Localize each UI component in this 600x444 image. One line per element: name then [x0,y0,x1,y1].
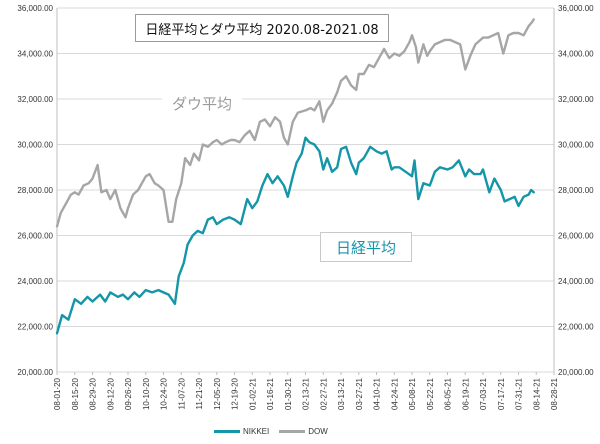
y-tick-label-left: 26,000.00 [17,232,53,241]
x-tick-label: 04-10-21 [373,377,382,410]
chart-title: 日経平均とダウ平均 2020.08-2021.08 [135,14,389,42]
x-tick-label: 01-16-21 [266,377,275,410]
y-axis-left: 20,000.00 22,000.00 24,000.00 26,000.00 28,0… [17,4,53,377]
x-tick-label: 08-29-20 [89,377,98,410]
x-tick-label: 01-02-21 [248,377,257,410]
annotation-nikkei: 日経平均 [320,232,412,262]
legend-label-nikkei: NIKKEI [243,427,270,436]
x-tick-label: 08-15-20 [71,377,80,410]
x-axis: 08-01-20 08-15-20 08-29-20 09-12-20 09-26-20… [53,372,559,410]
y-tick-label-left: 30,000.00 [17,141,53,150]
y-tick-label-left: 32,000.00 [17,95,53,104]
legend-item-nikkei: NIKKEI [214,427,269,436]
x-tick-label: 01-30-21 [284,377,293,410]
x-tick-label: 04-24-21 [390,377,399,410]
x-tick-label: 05-08-21 [408,377,417,410]
y-tick-label-right: 26,000.00 [558,232,594,241]
y-tick-label-right: 24,000.00 [558,277,594,286]
x-tick-label: 07-31-21 [515,377,524,410]
x-tick-label: 09-12-20 [106,377,115,410]
x-tick-label: 03-27-21 [355,377,364,410]
x-tick-label: 02-27-21 [319,377,328,410]
y-tick-label-left: 28,000.00 [17,186,53,195]
y-tick-label-right: 22,000.00 [558,323,594,332]
legend-swatch-nikkei [214,430,240,433]
y-tick-label-right: 30,000.00 [558,141,594,150]
x-tick-label: 10-10-20 [142,377,151,410]
y-axis-right: 20,000.00 22,000.00 24,000.00 26,000.00 28,0… [558,4,594,377]
legend-item-dow: DOW [279,427,328,436]
x-tick-label: 11-07-20 [177,377,186,409]
x-tick-label: 08-28-21 [550,377,559,410]
y-tick-label-right: 20,000.00 [558,368,594,377]
x-tick-label: 10-24-20 [160,377,169,410]
y-tick-label-right: 34,000.00 [558,50,594,59]
x-tick-label: 12-19-20 [231,377,240,410]
x-tick-label: 08-14-21 [532,377,541,410]
annotation-dow: ダウ平均 [162,89,242,117]
y-tick-label-left: 20,000.00 [17,368,53,377]
x-tick-label: 07-17-21 [497,377,506,410]
x-tick-label: 12-05-20 [213,377,222,410]
x-tick-label: 06-05-21 [444,377,453,410]
x-tick-label: 07-03-21 [479,377,488,410]
x-tick-label: 05-22-21 [426,377,435,410]
y-tick-label-left: 22,000.00 [17,323,53,332]
series-line-nikkei [55,136,535,335]
x-tick-label: 02-13-21 [302,377,311,410]
x-tick-label: 09-26-20 [124,377,133,410]
series-lines [55,18,535,335]
x-tick-label: 08-01-20 [53,377,62,410]
series-line-dow [55,18,535,228]
legend-label-dow: DOW [308,427,328,436]
legend: NIKKEI DOW [214,427,338,436]
x-tick-label: 06-19-21 [461,377,470,410]
y-tick-label-right: 28,000.00 [558,186,594,195]
y-tick-label-right: 36,000.00 [558,4,594,13]
y-tick-label-right: 32,000.00 [558,95,594,104]
gridlines [56,7,555,373]
legend-swatch-dow [279,430,306,433]
x-tick-label: 03-13-21 [337,377,346,410]
y-tick-label-left: 36,000.00 [17,4,53,13]
y-tick-label-left: 34,000.00 [17,50,53,59]
x-tick-label: 11-21-20 [195,377,204,409]
y-tick-label-left: 24,000.00 [17,277,53,286]
